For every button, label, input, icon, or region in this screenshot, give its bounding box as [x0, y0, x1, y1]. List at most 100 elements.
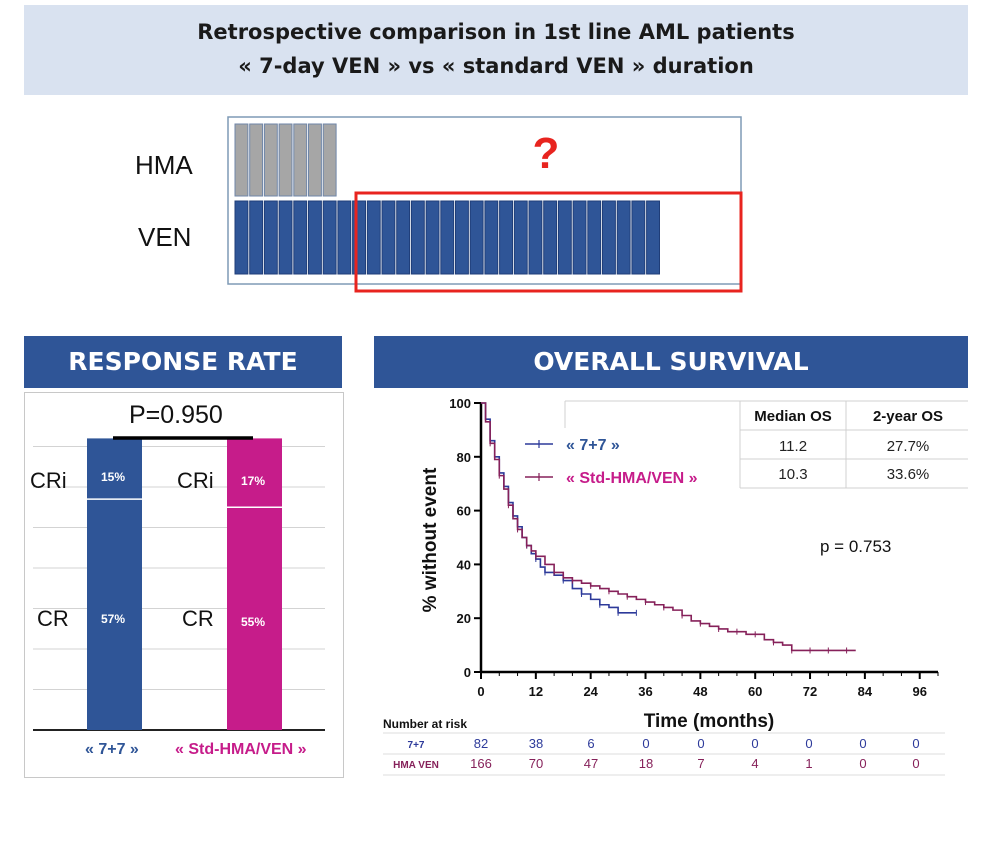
hma-cycle-block: [308, 123, 322, 197]
risk-cell: 6: [587, 736, 594, 751]
risk-cell: 70: [529, 756, 543, 771]
banner-title-line1: Retrospective comparison in 1st line AML…: [197, 20, 795, 44]
ven-cycle-block: [425, 200, 440, 275]
response-rate-header: RESPONSE RATE: [24, 336, 342, 388]
ven-row-label: VEN: [138, 222, 192, 252]
ven-cycle-block: [278, 200, 293, 275]
ven-cycle-block: [234, 200, 249, 275]
x-axis-title: Time (months): [644, 711, 775, 732]
x-tick-label: 84: [858, 684, 873, 699]
risk-cell: 1: [805, 756, 812, 771]
bar-cri-segment: [227, 438, 282, 508]
hma-cycle-block: [293, 123, 308, 197]
legend-label: « 7+7 »: [566, 437, 620, 454]
ven-cycle-block: [513, 200, 528, 275]
ven-cycle-block: [337, 200, 352, 275]
ven-cycle-block: [455, 200, 469, 275]
ven-cycle-block: [646, 200, 660, 275]
hma-cycle-block: [278, 123, 293, 197]
table-cell: 33.6%: [887, 466, 930, 483]
arm2-cr-label: CR: [182, 606, 214, 631]
response-pvalue: P=0.950: [129, 401, 223, 429]
hma-cycle-block: [263, 123, 278, 197]
hma-blocks: [234, 123, 337, 197]
risk-cell: 0: [751, 736, 758, 751]
risk-cell: 0: [912, 756, 919, 771]
arm1-cr-value: 57%: [101, 612, 126, 626]
risk-cell: 82: [474, 736, 488, 751]
table-cell: 27.7%: [887, 438, 930, 455]
km-legend: « 7+7 » « Std-HMA/VEN »: [525, 437, 698, 487]
x-tick-label: 24: [583, 684, 598, 699]
bar-cri-segment: [87, 438, 142, 500]
risk-cell: 166: [470, 756, 492, 771]
arm2-category-label: « Std-HMA/VEN »: [175, 741, 307, 758]
legend-label: « Std-HMA/VEN »: [566, 470, 698, 487]
ven-cycle-block: [410, 200, 425, 275]
arm2-cri-label: CRi: [177, 468, 214, 493]
ven-cycle-block: [396, 200, 411, 275]
x-tick-label: 36: [638, 684, 652, 699]
x-tick-label: 96: [912, 684, 926, 699]
arm2-cri-value: 17%: [241, 474, 266, 488]
risk-row-label: HMA VEN: [393, 760, 439, 771]
ven-cycle-block: [293, 200, 308, 275]
table-header: 2-year OS: [873, 408, 943, 425]
response-bar-chart: [33, 436, 325, 731]
title-banner: Retrospective comparison in 1st line AML…: [24, 5, 968, 95]
y-tick-label: 100: [449, 396, 471, 411]
arm2-cr-value: 55%: [241, 615, 266, 629]
x-tick-label: 48: [693, 684, 707, 699]
survival-pvalue: p = 0.753: [820, 537, 891, 556]
table-header: Median OS: [754, 408, 832, 425]
risk-row-label: 7+7: [408, 740, 425, 751]
hma-cycle-block: [322, 123, 337, 197]
table-cell: 10.3: [778, 466, 807, 483]
km-curve: [481, 402, 856, 652]
response-bars: [87, 438, 282, 730]
ven-cycle-block: [528, 200, 543, 275]
risk-cell: 7: [697, 756, 704, 771]
extended-ven-highlight: [354, 191, 743, 293]
ven-cycle-block: [557, 200, 572, 275]
ven-cycle-block: [543, 200, 558, 275]
bar-cr-segment: [227, 507, 282, 730]
risk-cell: 4: [751, 756, 758, 771]
risk-cell: 0: [859, 736, 866, 751]
arm1-cri-label: CRi: [30, 468, 67, 493]
bar-cr-segment: [87, 499, 142, 730]
median-os-table: Median OS 2-year OS 11.2 27.7% 10.3 33.6%: [564, 400, 968, 489]
y-axis-title: % without event: [420, 467, 441, 612]
question-mark: ?: [533, 129, 560, 178]
y-tick-label: 40: [457, 557, 471, 572]
response-rate-panel: P=0.950 CRi CRi CR CR 15% 17% 57% 55% « …: [24, 392, 344, 778]
risk-cell: 0: [859, 756, 866, 771]
ven-cycle-block: [602, 200, 616, 275]
y-tick-label: 0: [464, 665, 471, 680]
y-tick-label: 60: [457, 504, 471, 519]
arm1-cri-value: 15%: [101, 470, 126, 484]
km-curve: [481, 402, 637, 614]
x-tick-label: 60: [748, 684, 762, 699]
ven-cycle-block: [308, 200, 322, 275]
ven-cycle-block: [587, 200, 602, 275]
overall-survival-header: OVERALL SURVIVAL: [374, 336, 968, 388]
ven-cycle-block: [469, 200, 484, 275]
treatment-schema: ?: [227, 116, 743, 293]
x-tick-label: 12: [529, 684, 543, 699]
hma-row-label: HMA: [135, 150, 193, 180]
km-curves: [481, 402, 856, 654]
risk-cell: 18: [639, 756, 653, 771]
ven-cycle-block: [249, 200, 264, 275]
risk-cell: 0: [642, 736, 649, 751]
ven-cycle-block: [322, 200, 337, 275]
banner-title-line2: « 7-day VEN » vs « standard VEN » durati…: [238, 54, 754, 78]
risk-cell: 38: [529, 736, 543, 751]
risk-cell: 0: [912, 736, 919, 751]
ven-cycle-block: [366, 200, 381, 275]
ven-cycle-block: [381, 200, 396, 275]
arm1-cr-label: CR: [37, 606, 69, 631]
hma-cycle-block: [234, 123, 249, 197]
hma-cycle-block: [249, 123, 264, 197]
y-tick-label: 80: [457, 450, 471, 465]
